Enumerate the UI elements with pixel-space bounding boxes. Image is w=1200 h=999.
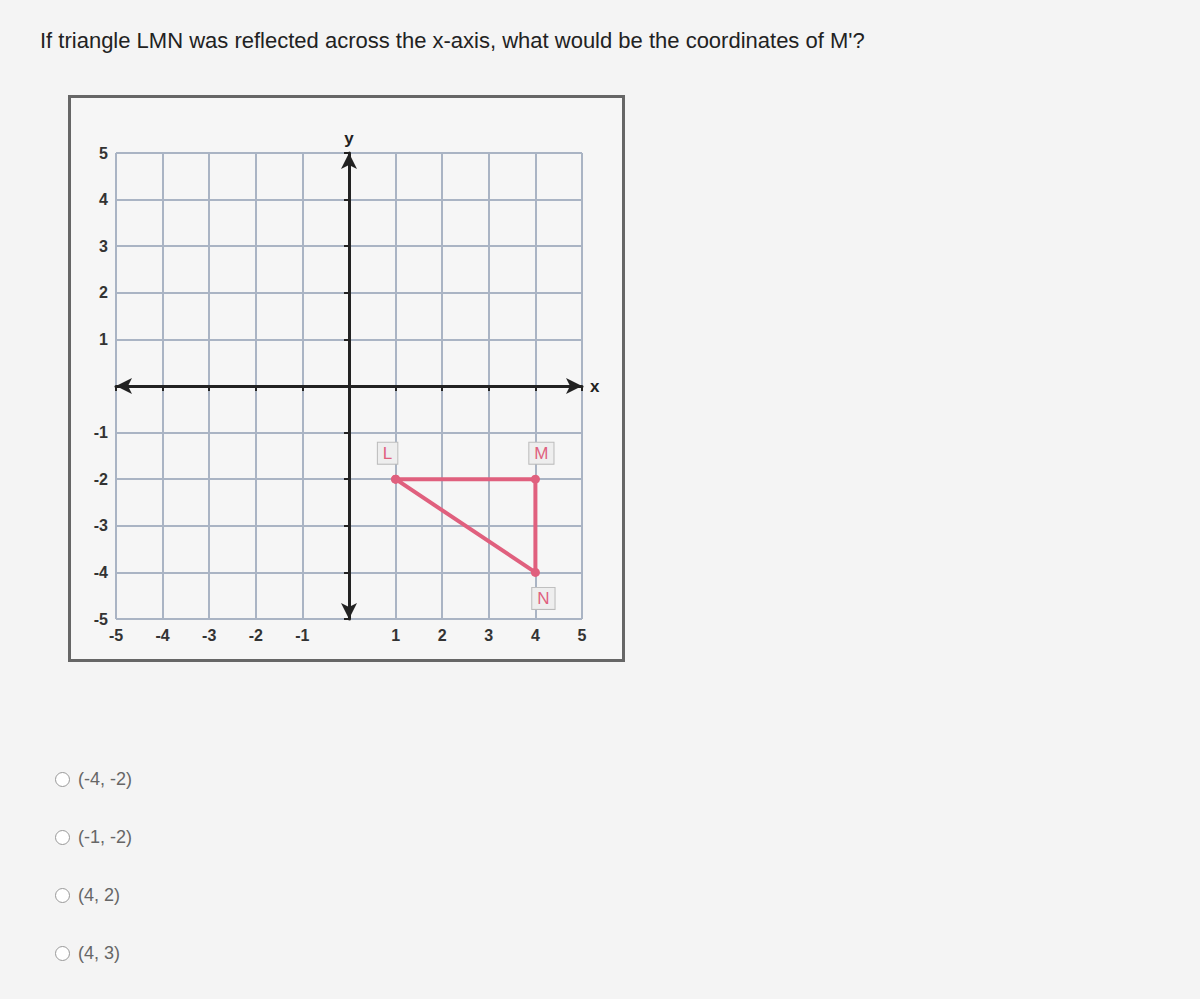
svg-text:1: 1 [99, 331, 108, 348]
svg-text:4: 4 [531, 627, 540, 644]
svg-text:x: x [590, 377, 600, 396]
html-text:If triangle LMN was reflected: If triangle LMN was reflected across the… [40, 28, 865, 53]
svg-text:1: 1 [391, 627, 400, 644]
html-text:(-1, -2): (-1, -2) [78, 826, 132, 847]
svg-text:4: 4 [99, 191, 108, 208]
svg-text:-5: -5 [94, 611, 108, 628]
svg-text:2: 2 [99, 284, 108, 301]
svg-text:-3: -3 [94, 517, 108, 534]
svg-text:-4: -4 [155, 627, 169, 644]
html-text:(4, 2): (4, 2) [78, 884, 120, 905]
svg-text:3: 3 [484, 627, 493, 644]
svg-text:-2: -2 [94, 471, 108, 488]
svg-text:-1: -1 [94, 424, 108, 441]
html-text:(-4, -2): (-4, -2) [78, 768, 132, 789]
svg-text:-5: -5 [109, 627, 123, 644]
svg-text:L: L [383, 444, 392, 463]
svg-text:-2: -2 [249, 627, 263, 644]
svg-text:-4: -4 [94, 564, 108, 581]
svg-text:N: N [537, 589, 549, 608]
svg-text:-3: -3 [202, 627, 216, 644]
svg-text:5: 5 [578, 627, 587, 644]
svg-text:2: 2 [438, 627, 447, 644]
svg-text:M: M [534, 444, 548, 463]
html-text:(4, 3): (4, 3) [78, 942, 120, 963]
svg-text:5: 5 [99, 145, 108, 162]
svg-text:y: y [344, 129, 354, 148]
svg-text:3: 3 [99, 238, 108, 255]
svg-text:-1: -1 [295, 627, 309, 644]
